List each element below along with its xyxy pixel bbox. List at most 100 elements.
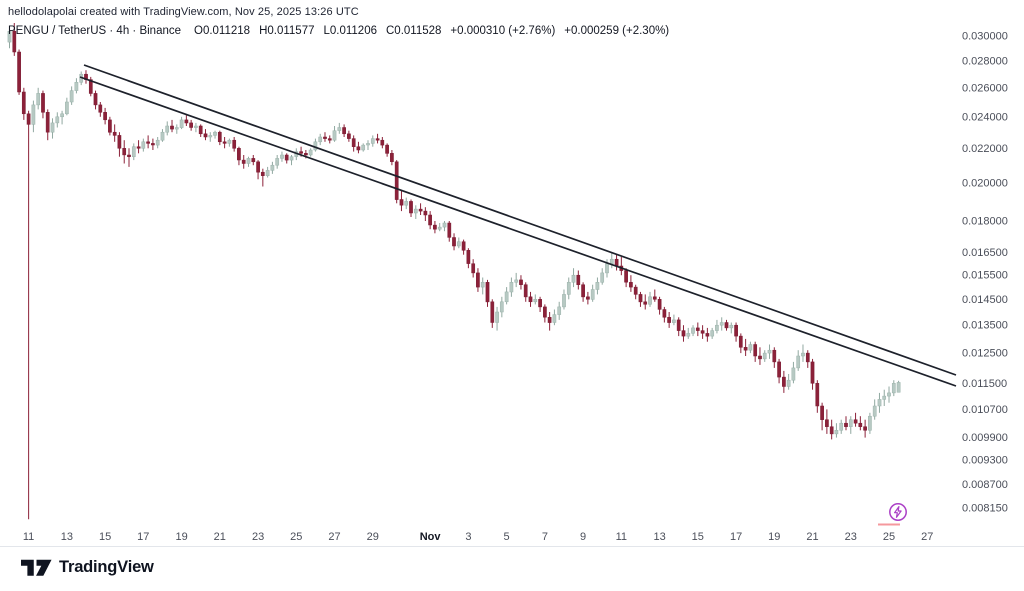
candle-body bbox=[208, 135, 213, 138]
price-axis-label: 0.016500 bbox=[962, 247, 1008, 259]
candle-body bbox=[887, 392, 891, 397]
candle-body bbox=[514, 279, 519, 283]
candle-body bbox=[767, 349, 772, 354]
time-axis-label: 27 bbox=[921, 531, 933, 543]
candle-body bbox=[447, 222, 452, 238]
candle-body bbox=[141, 141, 146, 149]
candle-body bbox=[194, 125, 198, 128]
candle-body bbox=[122, 148, 127, 156]
candle-body bbox=[552, 314, 557, 323]
trendline[interactable] bbox=[83, 64, 957, 376]
candle-body bbox=[748, 344, 753, 351]
candle-body bbox=[65, 101, 69, 115]
candle-body bbox=[270, 164, 275, 171]
candle-body bbox=[533, 299, 538, 303]
price-axis-label: 0.008150 bbox=[962, 503, 1008, 515]
candle-body bbox=[299, 151, 303, 154]
time-axis-label: 13 bbox=[653, 531, 665, 543]
time-axis-label: 23 bbox=[845, 531, 857, 543]
candle-body bbox=[237, 148, 241, 161]
candle-body bbox=[323, 136, 327, 139]
price-axis-label: 0.014500 bbox=[962, 294, 1008, 306]
candle-body bbox=[356, 146, 361, 151]
candle-body bbox=[543, 306, 547, 318]
candle-body bbox=[165, 125, 170, 133]
candle-body bbox=[638, 294, 643, 303]
candle-body bbox=[318, 136, 323, 143]
candle-body bbox=[547, 317, 552, 323]
candle-body bbox=[179, 119, 184, 128]
price-axis-label: 0.012500 bbox=[962, 348, 1008, 360]
time-axis-label: 3 bbox=[465, 531, 471, 543]
boost-button[interactable] bbox=[888, 502, 908, 522]
trendline[interactable] bbox=[79, 76, 957, 387]
price-axis-label: 0.015500 bbox=[962, 270, 1008, 282]
candle-body bbox=[662, 309, 667, 318]
lightning-icon bbox=[889, 503, 907, 521]
candle-body bbox=[213, 131, 217, 136]
candle-body bbox=[461, 241, 466, 251]
candle-body bbox=[127, 154, 131, 157]
tradingview-logo[interactable]: TradingView bbox=[21, 558, 154, 577]
ohlc-low: L0.011206 bbox=[323, 25, 377, 37]
candle-body bbox=[633, 286, 638, 295]
candle-body bbox=[719, 322, 724, 326]
candle-body bbox=[203, 133, 208, 138]
footer-bar: TradingView bbox=[0, 546, 1024, 591]
candle-body bbox=[456, 241, 461, 247]
candle-body bbox=[31, 104, 36, 125]
time-axis-label: Nov bbox=[420, 531, 442, 543]
candle-body bbox=[753, 344, 758, 357]
candle-body bbox=[413, 208, 418, 214]
candle-body bbox=[772, 349, 777, 363]
candle-body bbox=[366, 143, 370, 146]
candle-body bbox=[643, 301, 648, 305]
candle-body bbox=[308, 149, 313, 156]
candle-body bbox=[347, 133, 351, 139]
change-absolute: +0.000310 (+2.76%) bbox=[450, 25, 556, 37]
candle-body bbox=[117, 135, 122, 149]
candle-body bbox=[26, 113, 31, 125]
candle-body bbox=[499, 301, 504, 313]
price-axis-label: 0.010700 bbox=[962, 404, 1008, 416]
time-axis-label: 17 bbox=[137, 531, 149, 543]
time-axis-label: 11 bbox=[23, 531, 34, 543]
candle-body bbox=[131, 146, 136, 157]
ohlc-open: O0.011218 bbox=[194, 25, 251, 37]
candle-body bbox=[375, 138, 380, 141]
time-axis-label: 13 bbox=[61, 531, 73, 543]
price-axis-label: 0.009900 bbox=[962, 432, 1008, 444]
candle-body bbox=[853, 419, 858, 424]
chart-legend[interactable]: PENGU / TetherUS · 4h · Binance O0.01121… bbox=[8, 25, 678, 37]
candle-body bbox=[652, 296, 657, 300]
candle-body bbox=[676, 319, 681, 331]
time-axis-label: 9 bbox=[580, 531, 586, 543]
candle-body bbox=[251, 158, 256, 163]
candle-body bbox=[657, 299, 662, 310]
candle-body bbox=[98, 104, 103, 113]
time-axis-label: 15 bbox=[99, 531, 111, 543]
candle-body bbox=[232, 139, 237, 149]
candle-body bbox=[466, 250, 471, 264]
price-axis-label: 0.030000 bbox=[962, 31, 1008, 43]
candle-body bbox=[423, 210, 428, 216]
candle-body bbox=[576, 274, 581, 285]
candle-body bbox=[667, 317, 671, 323]
candle-body bbox=[88, 79, 93, 94]
candle-body bbox=[60, 113, 64, 118]
candle-body bbox=[495, 311, 499, 323]
symbol-title[interactable]: PENGU / TetherUS · 4h · Binance bbox=[8, 25, 181, 37]
time-axis-label: 5 bbox=[504, 531, 510, 543]
candle-body bbox=[151, 143, 155, 146]
candle-body bbox=[504, 291, 509, 303]
time-axis-label: 15 bbox=[692, 531, 704, 543]
candle-body bbox=[452, 237, 456, 247]
candle-body bbox=[380, 139, 385, 146]
candle-body bbox=[437, 226, 442, 230]
tradingview-mark-icon bbox=[21, 559, 52, 576]
candle-body bbox=[566, 282, 571, 295]
candle-body bbox=[758, 355, 762, 360]
candle-body bbox=[284, 154, 289, 161]
